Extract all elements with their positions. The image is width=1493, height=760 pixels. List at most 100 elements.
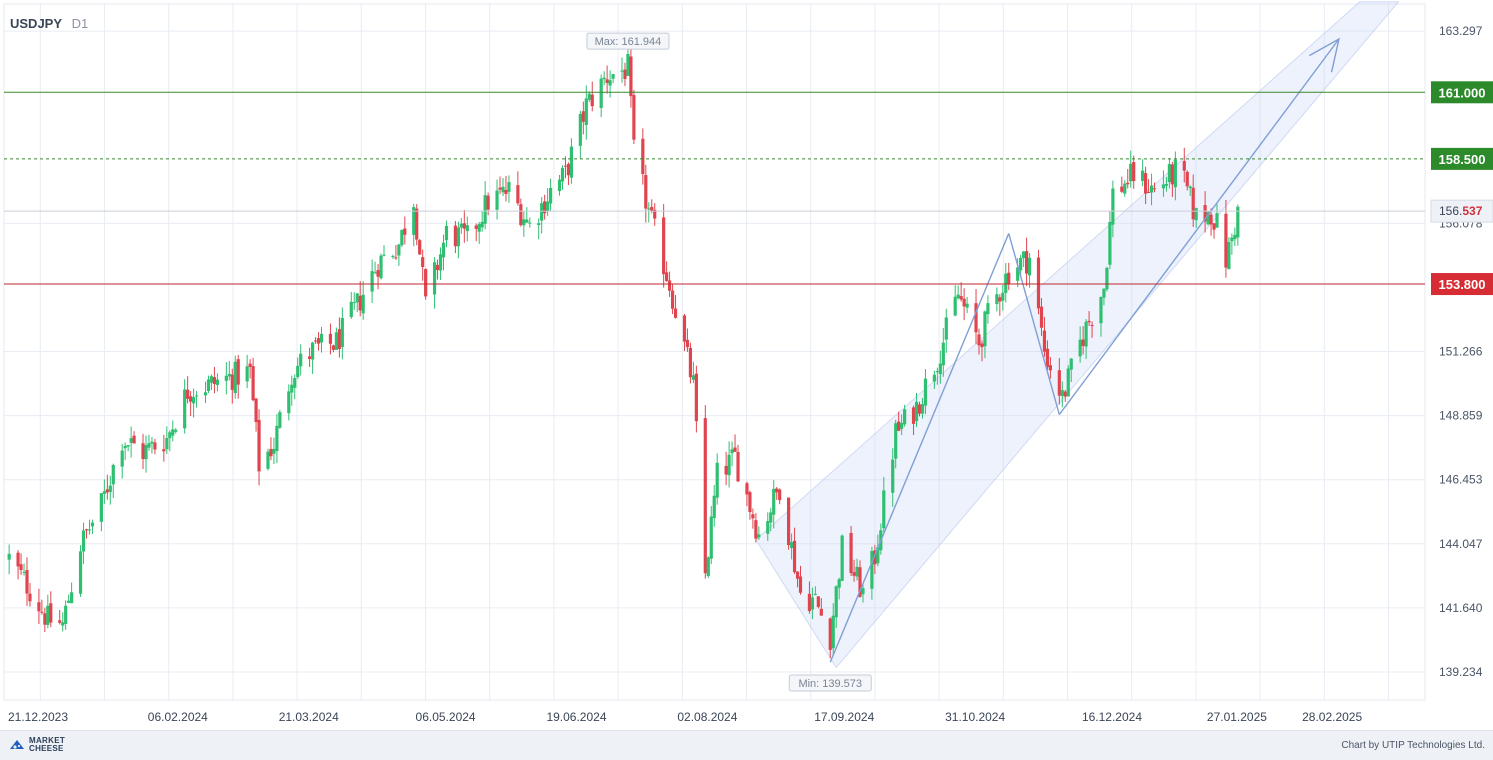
candle-body-130 (549, 187, 553, 204)
candle-body-27 (123, 446, 127, 449)
candle-body-94 (400, 229, 404, 246)
candle-body-177 (748, 492, 752, 513)
candle-body-38 (168, 432, 172, 439)
candle-body-204 (858, 567, 862, 597)
candle-body-217 (914, 401, 919, 422)
candle-body-184 (775, 488, 779, 493)
candle-body-83 (355, 293, 359, 303)
candle-body-145 (611, 74, 615, 79)
candle-body-60 (257, 419, 261, 472)
candle-body-160 (673, 308, 678, 318)
candle-body-170 (715, 462, 719, 498)
candle-body-186 (787, 497, 791, 546)
candle-body-136 (578, 113, 582, 146)
candle-body-62 (269, 448, 273, 457)
current-price-bg (1430, 199, 1493, 223)
candle-body-175 (736, 451, 740, 482)
candle-body-241 (1016, 267, 1020, 281)
candle-body-37 (165, 437, 169, 450)
y-tick-label-4: 146.453 (1439, 473, 1483, 487)
candle-body-93 (397, 244, 401, 256)
candle-body-252 (1060, 390, 1064, 397)
level-badge-label-1: 158.500 (1439, 152, 1486, 167)
candle-body-247 (1039, 306, 1044, 328)
candle-body-100 (424, 269, 428, 297)
candle-body-8 (43, 613, 47, 625)
candle-body-212 (894, 423, 898, 459)
timeframe-label: D1 (71, 16, 89, 31)
candle-body-188 (792, 540, 797, 573)
candle-body-48 (209, 376, 214, 383)
candle-body-104 (441, 242, 446, 258)
candle-body-127 (540, 203, 544, 221)
candle-body-163 (688, 347, 693, 378)
level-badge-0: 161.000 (1431, 81, 1493, 104)
candle-body-292 (1227, 241, 1231, 269)
candle-body-86 (370, 271, 374, 292)
candle-body-282 (1185, 171, 1189, 187)
candle-body-172 (727, 454, 731, 476)
candle-body-262 (1102, 288, 1106, 298)
candle-body-263 (1105, 267, 1109, 290)
candle-body-32 (144, 445, 148, 460)
trend-line-1 (1008, 233, 1060, 415)
candle-body-208 (876, 547, 880, 564)
candle-body-66 (287, 391, 291, 414)
candle-body-166 (703, 418, 707, 574)
candle-body-275 (1152, 188, 1157, 190)
candle-body-108 (459, 223, 463, 228)
x-tick-label-2: 21.03.2024 (279, 710, 339, 724)
brand-line-2: CHEESE (29, 744, 64, 753)
candle-body-34 (150, 441, 154, 444)
candle-body-257 (1081, 339, 1085, 346)
candle-body-196 (828, 618, 832, 650)
candle-body-77 (331, 345, 336, 350)
candle-body-12 (61, 622, 65, 626)
candle-body-71 (308, 356, 312, 359)
candle-body-92 (394, 257, 398, 259)
x-tick-label-4: 19.06.2024 (546, 710, 606, 724)
level-badge-bg-2 (1431, 273, 1493, 296)
level-badge-label-0: 161.000 (1439, 85, 1486, 100)
candle-body-254 (1066, 368, 1070, 397)
candle-body-144 (608, 80, 612, 86)
candle-body-201 (849, 532, 853, 574)
candle-body-123 (522, 219, 526, 226)
candle-body-99 (421, 257, 425, 268)
candle-body-59 (254, 398, 258, 423)
candle-body-142 (602, 77, 606, 80)
candle-body-69 (296, 365, 300, 378)
candle-body-129 (546, 201, 550, 212)
candle-body-116 (495, 190, 499, 210)
candle-body-20 (90, 522, 95, 527)
candle-body-106 (453, 225, 457, 247)
candle-body-215 (903, 409, 907, 425)
candle-body-214 (900, 422, 904, 429)
chart-svg[interactable]: 163.297156.078151.266148.859146.453144.0… (0, 0, 1493, 730)
candle-body-245 (1027, 257, 1032, 276)
candle-body-200 (840, 535, 844, 581)
candle-body-82 (352, 302, 356, 304)
candle-body-65 (278, 412, 282, 428)
candle-body-150 (632, 95, 636, 140)
candle-body-70 (299, 353, 303, 367)
candle-body-179 (754, 520, 758, 539)
candle-body-105 (444, 225, 449, 241)
candle-body-138 (584, 98, 588, 126)
candle-body-17 (81, 530, 86, 552)
candle-body-137 (581, 111, 585, 122)
candle-body-234 (983, 311, 987, 347)
candle-body-227 (956, 294, 960, 299)
candle-body-7 (40, 611, 44, 613)
candle-body-58 (251, 366, 255, 401)
x-tick-label-7: 31.10.2024 (945, 710, 1005, 724)
candle-body-256 (1078, 339, 1082, 357)
candle-body-4 (25, 570, 29, 594)
candle-body-41 (183, 389, 187, 429)
symbol-label: USDJPY D1 (10, 16, 88, 31)
candle-body-255 (1069, 358, 1073, 370)
candle-body-76 (328, 333, 333, 344)
candle-body-26 (120, 450, 124, 467)
candle-body-21 (99, 493, 103, 522)
